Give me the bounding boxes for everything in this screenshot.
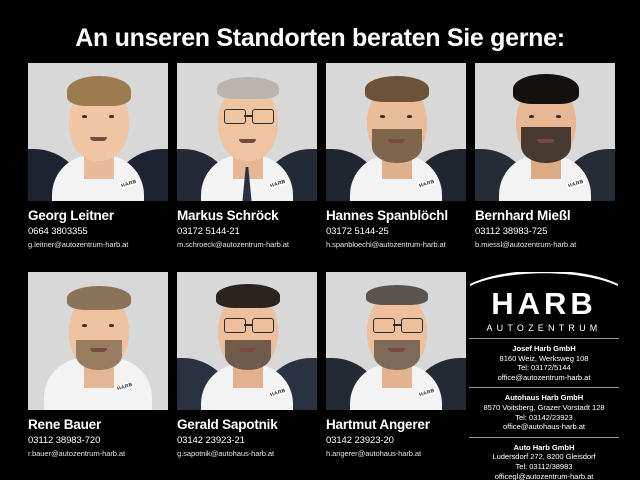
person-email[interactable]: m.schroeck@autozentrum-harb.at bbox=[177, 240, 289, 249]
portrait-photo: HARB bbox=[475, 63, 615, 201]
person-email[interactable]: r.bauer@autozentrum-harb.at bbox=[28, 449, 126, 458]
location-email[interactable]: office@autozentrum-harb.at bbox=[497, 372, 591, 382]
person-card: HARB Hannes Spanblöchl 03172 5144-25 h.s… bbox=[326, 63, 466, 249]
portrait-photo: HARB bbox=[177, 272, 317, 410]
divider bbox=[469, 338, 619, 339]
person-card: HARB Markus Schröck 03172 5144-21 m.schr… bbox=[177, 63, 317, 249]
person-email[interactable]: g.leitner@autozentrum-harb.at bbox=[28, 240, 129, 249]
person-phone: 03172 5144-25 bbox=[326, 226, 389, 237]
person-email[interactable]: b.miessl@autozentrum-harb.at bbox=[475, 240, 577, 249]
person-phone: 03142 23923-21 bbox=[177, 435, 245, 446]
brand-block: HARB AUTOZENTRUM Josef Harb GmbH 8160 We… bbox=[466, 272, 622, 480]
brand-subtitle: AUTOZENTRUM bbox=[486, 323, 602, 333]
location-tel: Tel: 03112/38983 bbox=[515, 461, 573, 471]
person-card: HARB Georg Leitner 0664 3803355 g.leitne… bbox=[28, 63, 168, 249]
location-block: Autohaus Harb GmbH 8570 Voitsberg, Graze… bbox=[466, 393, 622, 431]
location-email[interactable]: office@autohaus-harb.at bbox=[503, 422, 585, 432]
person-card: HARB Hartmut Angerer 03142 23923-20 h.an… bbox=[326, 272, 466, 458]
person-name: Hannes Spanblöchl bbox=[326, 208, 448, 223]
person-card: HARB Bernhard Mießl 03112 38983-725 b.mi… bbox=[475, 63, 615, 249]
divider bbox=[469, 436, 619, 438]
page-title: An unseren Standorten beraten Sie gerne: bbox=[75, 24, 565, 52]
portrait-photo: HARB bbox=[177, 63, 317, 201]
person-name: Hartmut Angerer bbox=[326, 417, 430, 432]
person-name: Rene Bauer bbox=[28, 417, 102, 432]
person-card: HARB Rene Bauer 03112 38983-720 r.bauer@… bbox=[28, 272, 168, 458]
person-name: Markus Schröck bbox=[177, 208, 279, 223]
location-email[interactable]: officegl@autozentrum-harb.at bbox=[494, 471, 594, 480]
person-phone: 03172 5144-21 bbox=[177, 226, 240, 237]
portrait-photo: HARB bbox=[28, 272, 168, 410]
divider bbox=[469, 387, 619, 389]
location-block: Auto Harb GmbH Ludersdorf 272, 8200 Glei… bbox=[466, 443, 622, 480]
location-address: 8570 Voitsberg, Grazer Vorstadt 128 bbox=[483, 402, 605, 412]
location-address: 8160 Weiz, Werksweg 108 bbox=[499, 353, 589, 363]
person-phone: 03112 38983-720 bbox=[28, 435, 101, 446]
person-email[interactable]: h.angerer@autohaus-harb.at bbox=[326, 449, 422, 458]
person-name: Gerald Sapotnik bbox=[177, 417, 278, 432]
location-company: Josef Harb GmbH bbox=[512, 344, 576, 353]
person-phone: 0664 3803355 bbox=[28, 226, 88, 237]
location-tel: Tel: 03172/5144 bbox=[517, 363, 571, 373]
brand-name: HARB bbox=[491, 286, 597, 321]
person-email[interactable]: h.spanbloechl@autozentrum-harb.at bbox=[326, 240, 446, 249]
person-phone: 03112 38983-725 bbox=[475, 226, 548, 237]
portrait-photo: HARB bbox=[326, 63, 466, 201]
person-name: Bernhard Mießl bbox=[475, 208, 571, 223]
portrait-photo: HARB bbox=[28, 63, 168, 201]
location-address: Ludersdorf 272, 8200 Gleisdorf bbox=[492, 452, 596, 462]
location-block: Josef Harb GmbH 8160 Weiz, Werksweg 108 … bbox=[466, 344, 622, 382]
person-card: HARB Gerald Sapotnik 03142 23923-21 g.sa… bbox=[177, 272, 317, 458]
car-roof-arc-icon bbox=[466, 272, 622, 287]
location-tel: Tel: 03142/23923 bbox=[515, 412, 573, 422]
portrait-photo: HARB bbox=[326, 272, 466, 410]
person-name: Georg Leitner bbox=[28, 208, 114, 223]
person-email[interactable]: g.sapotnik@autohaus-harb.at bbox=[177, 449, 275, 458]
location-company: Autohaus Harb GmbH bbox=[504, 393, 584, 403]
person-phone: 03142 23923-20 bbox=[326, 435, 394, 446]
location-company: Auto Harb GmbH bbox=[513, 442, 575, 452]
